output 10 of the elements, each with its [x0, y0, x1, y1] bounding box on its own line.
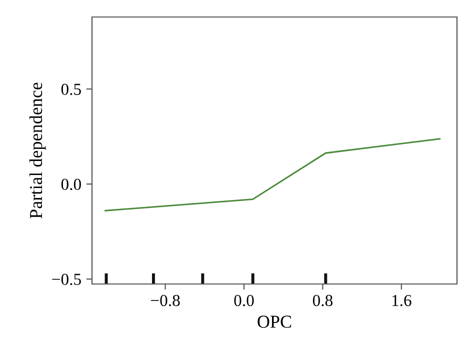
x-tick-label: 0.0 — [234, 294, 254, 306]
x-tick-label: 1.6 — [392, 294, 412, 306]
line-series — [104, 138, 441, 212]
x-tick-label: −0.8 — [151, 294, 180, 306]
x-axis-title: OPC — [258, 316, 292, 328]
y-axis-title: Partial dependence — [29, 82, 46, 218]
y-tick-label: 0.5 — [61, 84, 81, 96]
x-tick-label: 0.8 — [312, 294, 332, 306]
y-tick-label: 0.0 — [61, 178, 81, 190]
y-tick-label: −0.5 — [52, 274, 81, 286]
